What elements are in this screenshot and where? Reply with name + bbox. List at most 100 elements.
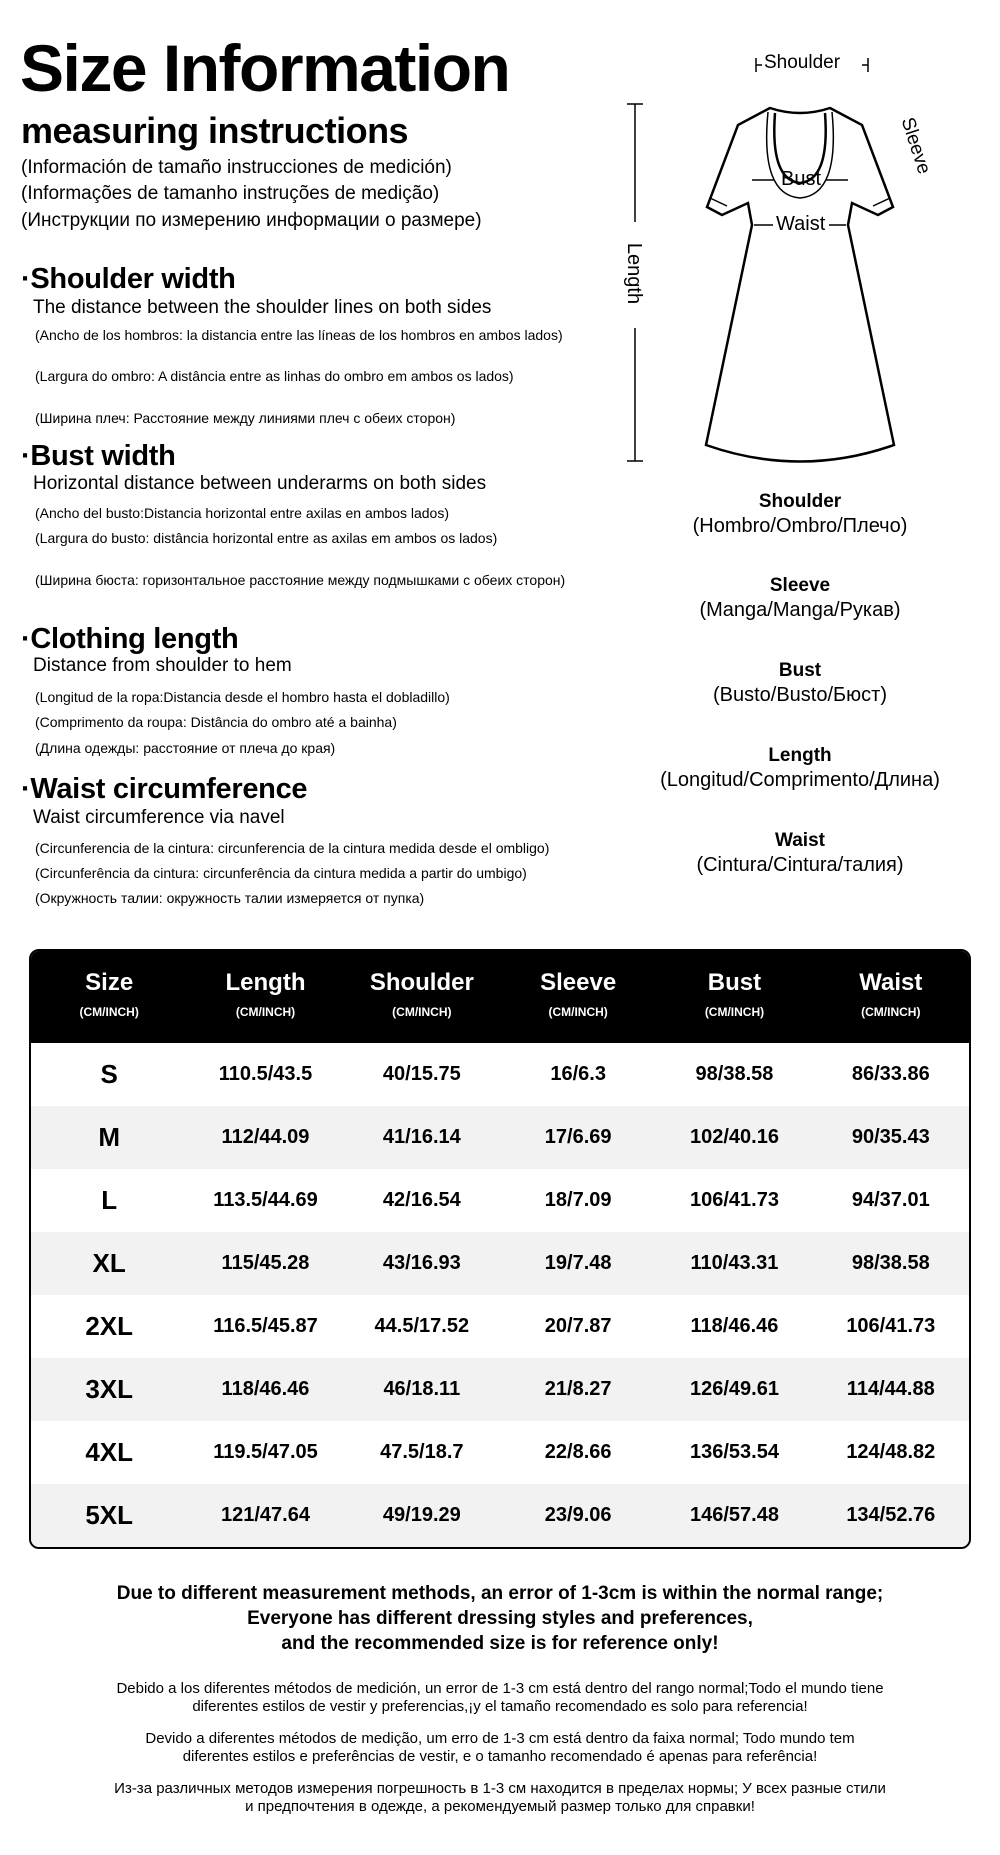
title-translation-pt: (Informações de tamanho instruções de me… (21, 183, 440, 204)
size-cell: M (98, 1122, 120, 1152)
section-note: (Ширина бюста: горизонтальное расстояние… (35, 572, 566, 588)
measurement-cell: 106/41.73 (846, 1315, 936, 1337)
disclaimer-ru: Из-за различных методов измерения погреш… (114, 1780, 886, 1797)
measurement-cell: 19/7.48 (544, 1252, 612, 1274)
legend-item-shoulder: Shoulder (Hombro/Ombro/Плечо) (620, 490, 980, 538)
legend-term: Shoulder (758, 491, 842, 512)
legend-term: Waist (775, 830, 825, 851)
legend-term: Bust (778, 660, 822, 681)
measurement-cell: 136/53.54 (689, 1441, 779, 1463)
measurement-cell: 114/44.88 (846, 1378, 935, 1400)
measurement-cell: 20/7.87 (544, 1315, 612, 1337)
table-row: XL 115/45.28 43/16.93 19/7.48 110/43.31 98/38… (31, 1232, 969, 1295)
section-desc-waist: Waist circumference via navel (33, 807, 285, 828)
measurement-cell: 41/16.14 (382, 1126, 461, 1148)
disclaimer-pt: Devido a diferentes métodos de medição, … (145, 1730, 855, 1747)
measurement-cell: 113.5/44.69 (213, 1189, 318, 1211)
diagram-label-length: Length (623, 242, 646, 305)
section-desc-bust: Horizontal distance between underarms on… (33, 473, 487, 494)
column-label: Shoulder (369, 969, 474, 996)
measurement-cell: 46/18.11 (383, 1378, 461, 1400)
diagram-label-bust: Bust (781, 168, 822, 190)
measurement-cell: 90/35.43 (851, 1126, 930, 1148)
table-row: 5XL 121/47.64 49/19.29 23/9.06 146/57.48 134/… (31, 1484, 969, 1547)
column-unit: (CM/INCH) (79, 1005, 139, 1019)
measurement-cell: 146/57.48 (689, 1504, 779, 1526)
title-translation-es: (Información de tamaño instrucciones de … (21, 157, 452, 178)
size-cell: 2XL (85, 1311, 133, 1341)
section-note: (Circunferência da cintura: circunferênc… (35, 865, 527, 881)
legend-translation: (Manga/Manga/Рукав) (699, 599, 901, 621)
column-unit: (CM/INCH) (235, 1005, 296, 1019)
disclaimer-es: Debido a los diferentes métodos de medic… (116, 1680, 884, 1697)
measurement-cell: 110.5/43.5 (218, 1063, 313, 1085)
measurement-cell: 126/49.61 (689, 1378, 779, 1400)
table-row: 3XL 118/46.46 46/18.11 21/8.27 126/49.61 114/… (31, 1358, 969, 1421)
column-header: Size (CM/INCH) (31, 951, 187, 1043)
measurement-cell: 86/33.86 (851, 1063, 930, 1085)
page-title: Size Information (20, 31, 511, 105)
measurement-cell: 44.5/17.52 (374, 1315, 470, 1337)
measurement-cell: 116.5/45.87 (213, 1315, 318, 1337)
measurement-cell: 106/41.73 (689, 1189, 779, 1211)
size-cell: S (100, 1059, 118, 1089)
measurement-cell: 102/40.16 (689, 1126, 779, 1148)
measurement-cell: 134/52.76 (846, 1504, 936, 1526)
size-cell: 4XL (85, 1437, 133, 1467)
measurement-cell: 112/44.09 (221, 1126, 310, 1148)
section-desc-shoulder: The distance between the shoulder lines … (33, 297, 492, 318)
section-note: (Circunferencia de la cintura: circunfer… (35, 840, 550, 856)
legend-translation: (Cintura/Cintura/талия) (696, 854, 904, 876)
legend-term: Sleeve (769, 575, 831, 596)
column-header: Length (CM/INCH) (187, 951, 343, 1043)
disclaimer-line: Everyone has different dressing styles a… (247, 1608, 753, 1629)
disclaimer-line: and the recommended size is for referenc… (281, 1633, 719, 1654)
measurement-cell: 21/8.27 (544, 1378, 612, 1400)
section-note: (Largura do ombro: A distância entre as … (35, 368, 514, 384)
table-row: 4XL 119.5/47.05 47.5/18.7 22/8.66 136/53.54 1… (31, 1421, 969, 1484)
legend-translation: (Busto/Busto/Бюст) (712, 684, 887, 706)
dress-diagram (627, 58, 896, 463)
section-note: (Окружность талии: окружность талии изме… (35, 890, 425, 906)
diagram-label-waist: Waist (776, 213, 826, 235)
disclaimer-line: Due to different measurement methods, an… (116, 1583, 884, 1604)
measurement-cell: 16/6.3 (550, 1063, 606, 1085)
section-note: (Длина одежды: расстояние от плеча до кр… (35, 740, 336, 756)
measurement-cell: 115/45.28 (221, 1252, 310, 1274)
measurement-cell: 110/43.31 (690, 1252, 779, 1274)
section-note: (Comprimento da roupa: Distância do ombr… (35, 714, 397, 730)
table-body: S 110.5/43.5 40/15.75 16/6.3 98/38.58 86/33.8… (31, 1043, 969, 1547)
disclaimer-es: diferentes estilos de vestir y preferenc… (192, 1698, 808, 1715)
section-note: (Ancho de los hombros: la distancia entr… (35, 327, 563, 343)
table-header: Size (CM/INCH) Length (CM/INCH) Shoulder (CM/… (31, 951, 969, 1043)
column-header: Waist (CM/INCH) (813, 951, 969, 1043)
table-row: 2XL 116.5/45.87 44.5/17.52 20/7.87 118/46.46… (31, 1295, 969, 1358)
section-note: (Ancho del busto:Distancia horizontal en… (35, 505, 450, 521)
column-label: Sleeve (540, 969, 617, 996)
page-subtitle: measuring instructions (21, 110, 409, 151)
section-note: (Longitud de la ropa:Distancia desde el … (35, 689, 450, 705)
size-cell: 3XL (85, 1374, 133, 1404)
section-heading-bust: ·Bust width (21, 440, 176, 472)
legend-term: Length (768, 745, 832, 766)
table-row: S 110.5/43.5 40/15.75 16/6.3 98/38.58 86/33.8… (31, 1043, 969, 1106)
legend-item-sleeve: Sleeve (Manga/Manga/Рукав) (620, 574, 980, 622)
table-row: L 113.5/44.69 42/16.54 18/7.09 106/41.73 94/3… (31, 1169, 969, 1232)
measurement-cell: 98/38.58 (695, 1063, 774, 1085)
title-translation-ru: (Инструкции по измерению информации о ра… (21, 210, 482, 231)
column-unit: (CM/INCH) (392, 1005, 452, 1019)
measurement-cell: 22/8.66 (544, 1441, 612, 1463)
measurement-cell: 124/48.82 (846, 1441, 936, 1463)
table-row: M 112/44.09 41/16.14 17/6.69 102/40.16 90/35.… (31, 1106, 969, 1169)
measurement-cell: 42/16.54 (382, 1189, 461, 1211)
section-heading-waist: ·Waist circumference (21, 773, 308, 805)
size-cell: L (101, 1185, 118, 1215)
measurement-cell: 18/7.09 (544, 1189, 612, 1211)
measurement-cell: 47.5/18.7 (380, 1441, 464, 1463)
column-header: Shoulder (CM/INCH) (344, 951, 500, 1043)
measurement-cell: 118/46.46 (690, 1315, 779, 1337)
column-unit: (CM/INCH) (704, 1005, 765, 1019)
legend-item-waist: Waist (Cintura/Cintura/талия) (620, 829, 980, 877)
column-label: Length (225, 969, 306, 996)
section-note: (Ширина плеч: Расстояние между линиями п… (35, 410, 456, 426)
